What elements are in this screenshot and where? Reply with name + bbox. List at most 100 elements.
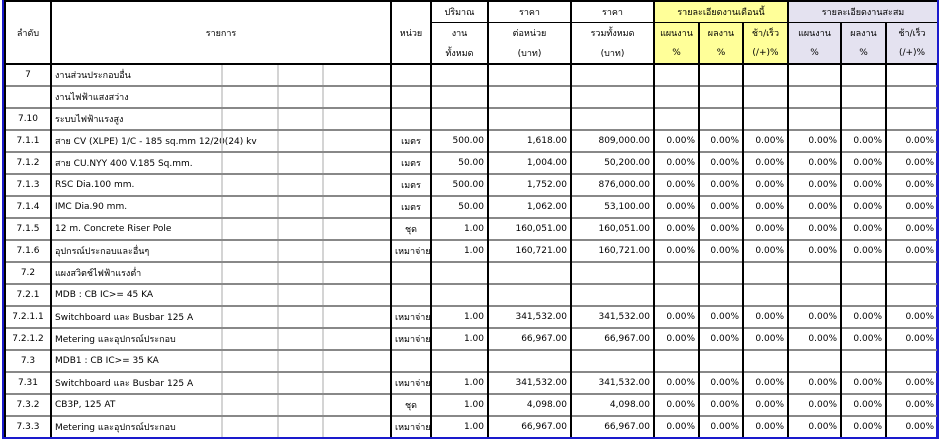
cell-no[interactable]: 7.1.4 xyxy=(4,195,51,218)
cell-result-cum[interactable]: 0.00% xyxy=(840,371,886,394)
cell-result-month[interactable]: 0.00% xyxy=(698,327,743,350)
cell-qty[interactable]: 1.00 xyxy=(430,305,488,328)
cell-item[interactable]: ระบบไฟฟ้าแรงสูง xyxy=(50,107,391,130)
cell-unit[interactable]: เมตร xyxy=(390,151,431,174)
cell-diff-cum[interactable] xyxy=(884,349,938,372)
cell-plan-month[interactable] xyxy=(653,85,699,108)
cell-item[interactable]: IMC Dia.90 mm. xyxy=(50,195,391,218)
cell-diff-cum[interactable]: 0.00% xyxy=(884,173,938,196)
cell-no[interactable]: 7.31 xyxy=(4,371,51,394)
cell-plan-cum[interactable] xyxy=(787,107,841,130)
cell-plan-cum[interactable]: 0.00% xyxy=(787,415,841,437)
cell-no[interactable]: 7.1.1 xyxy=(4,129,51,152)
cell-item[interactable]: Switchboard และ Busbar 125 A xyxy=(50,371,391,394)
cell-diff-cum[interactable]: 0.00% xyxy=(884,305,938,328)
cell-result-month[interactable]: 0.00% xyxy=(698,151,743,174)
cell-plan-cum[interactable]: 0.00% xyxy=(787,173,841,196)
cell-plan-cum[interactable]: 0.00% xyxy=(787,129,841,152)
cell-diff-month[interactable] xyxy=(742,63,788,86)
cell-diff-month[interactable]: 0.00% xyxy=(742,239,788,262)
cell-diff-cum[interactable] xyxy=(884,107,938,130)
cell-qty[interactable] xyxy=(430,261,488,284)
cell-diff-month[interactable]: 0.00% xyxy=(742,415,788,437)
cell-result-cum[interactable] xyxy=(840,283,886,306)
cell-diff-cum[interactable]: 0.00% xyxy=(884,371,938,394)
cell-plan-cum[interactable]: 0.00% xyxy=(787,305,841,328)
cell-diff-month[interactable] xyxy=(742,261,788,284)
cell-no[interactable]: 7.3.2 xyxy=(4,393,51,416)
cell-unit-price[interactable]: 1,618.00 xyxy=(487,129,571,152)
cell-result-month[interactable] xyxy=(698,85,743,108)
cell-result-month[interactable] xyxy=(698,63,743,86)
cell-diff-cum[interactable] xyxy=(884,261,938,284)
cell-plan-cum[interactable]: 0.00% xyxy=(787,217,841,240)
cell-unit[interactable] xyxy=(390,349,431,372)
cell-diff-month[interactable]: 0.00% xyxy=(742,217,788,240)
cell-result-cum[interactable] xyxy=(840,85,886,108)
cell-unit[interactable]: เมตร xyxy=(390,129,431,152)
cell-total-price[interactable]: 66,967.00 xyxy=(570,415,654,437)
cell-plan-month[interactable]: 0.00% xyxy=(653,415,699,437)
cell-qty[interactable]: 1.00 xyxy=(430,217,488,240)
cell-diff-month[interactable] xyxy=(742,107,788,130)
cell-qty[interactable] xyxy=(430,63,488,86)
cell-result-cum[interactable] xyxy=(840,349,886,372)
cell-unit-price[interactable]: 160,721.00 xyxy=(487,239,571,262)
cell-item[interactable]: สาย CU.NYY 400 V.185 Sq.mm. xyxy=(50,151,391,174)
cell-no[interactable]: 7.1.5 xyxy=(4,217,51,240)
cell-diff-month[interactable]: 0.00% xyxy=(742,151,788,174)
cell-unit[interactable]: เหมาจ่าย xyxy=(390,371,431,394)
cell-no[interactable]: 7 xyxy=(4,63,51,86)
cell-unit[interactable]: เหมาจ่าย xyxy=(390,415,431,437)
cell-diff-cum[interactable]: 0.00% xyxy=(884,195,938,218)
cell-diff-month[interactable]: 0.00% xyxy=(742,195,788,218)
cell-plan-cum[interactable]: 0.00% xyxy=(787,239,841,262)
cell-plan-month[interactable]: 0.00% xyxy=(653,393,699,416)
cell-plan-cum[interactable]: 0.00% xyxy=(787,151,841,174)
cell-diff-month[interactable]: 0.00% xyxy=(742,173,788,196)
cell-result-cum[interactable] xyxy=(840,107,886,130)
cell-unit[interactable] xyxy=(390,283,431,306)
cell-unit[interactable]: เหมาจ่าย xyxy=(390,305,431,328)
cell-unit-price[interactable]: 160,051.00 xyxy=(487,217,571,240)
cell-result-month[interactable]: 0.00% xyxy=(698,305,743,328)
cell-result-cum[interactable] xyxy=(840,261,886,284)
cell-plan-month[interactable] xyxy=(653,261,699,284)
cell-diff-cum[interactable] xyxy=(884,63,938,86)
cell-plan-cum[interactable] xyxy=(787,63,841,86)
cell-unit-price[interactable] xyxy=(487,283,571,306)
cell-qty[interactable]: 1.00 xyxy=(430,327,488,350)
cell-plan-month[interactable] xyxy=(653,63,699,86)
cell-plan-month[interactable] xyxy=(653,349,699,372)
cell-result-cum[interactable] xyxy=(840,63,886,86)
cell-item[interactable]: Metering และอุปกรณ์ประกอบ xyxy=(50,415,391,437)
cell-unit-price[interactable]: 66,967.00 xyxy=(487,415,571,437)
cell-no[interactable] xyxy=(4,85,51,108)
cell-result-month[interactable]: 0.00% xyxy=(698,173,743,196)
cell-total-price[interactable] xyxy=(570,107,654,130)
cell-unit-price[interactable] xyxy=(487,85,571,108)
cell-qty[interactable]: 50.00 xyxy=(430,151,488,174)
cell-result-month[interactable]: 0.00% xyxy=(698,393,743,416)
cell-no[interactable]: 7.2 xyxy=(4,261,51,284)
cell-qty[interactable]: 50.00 xyxy=(430,195,488,218)
cell-item[interactable]: สาย CV (XLPE) 1/C - 185 sq.mm 12/20(24) … xyxy=(50,129,391,152)
cell-no[interactable]: 7.2.1.1 xyxy=(4,305,51,328)
cell-diff-month[interactable] xyxy=(742,349,788,372)
cell-plan-cum[interactable] xyxy=(787,85,841,108)
cell-result-cum[interactable]: 0.00% xyxy=(840,393,886,416)
cell-unit-price[interactable]: 341,532.00 xyxy=(487,371,571,394)
cell-no[interactable]: 7.2.1.2 xyxy=(4,327,51,350)
cell-result-cum[interactable]: 0.00% xyxy=(840,173,886,196)
cell-result-month[interactable] xyxy=(698,261,743,284)
cell-plan-month[interactable]: 0.00% xyxy=(653,305,699,328)
cell-no[interactable]: 7.1.6 xyxy=(4,239,51,262)
cell-qty[interactable]: 500.00 xyxy=(430,129,488,152)
cell-unit-price[interactable]: 66,967.00 xyxy=(487,327,571,350)
cell-diff-cum[interactable]: 0.00% xyxy=(884,327,938,350)
cell-unit[interactable]: เมตร xyxy=(390,195,431,218)
cell-item[interactable]: 12 m. Concrete Riser Pole xyxy=(50,217,391,240)
cell-item[interactable]: อุปกรณ์ประกอบและอื่นๆ xyxy=(50,239,391,262)
cell-diff-cum[interactable]: 0.00% xyxy=(884,151,938,174)
cell-unit-price[interactable]: 1,004.00 xyxy=(487,151,571,174)
